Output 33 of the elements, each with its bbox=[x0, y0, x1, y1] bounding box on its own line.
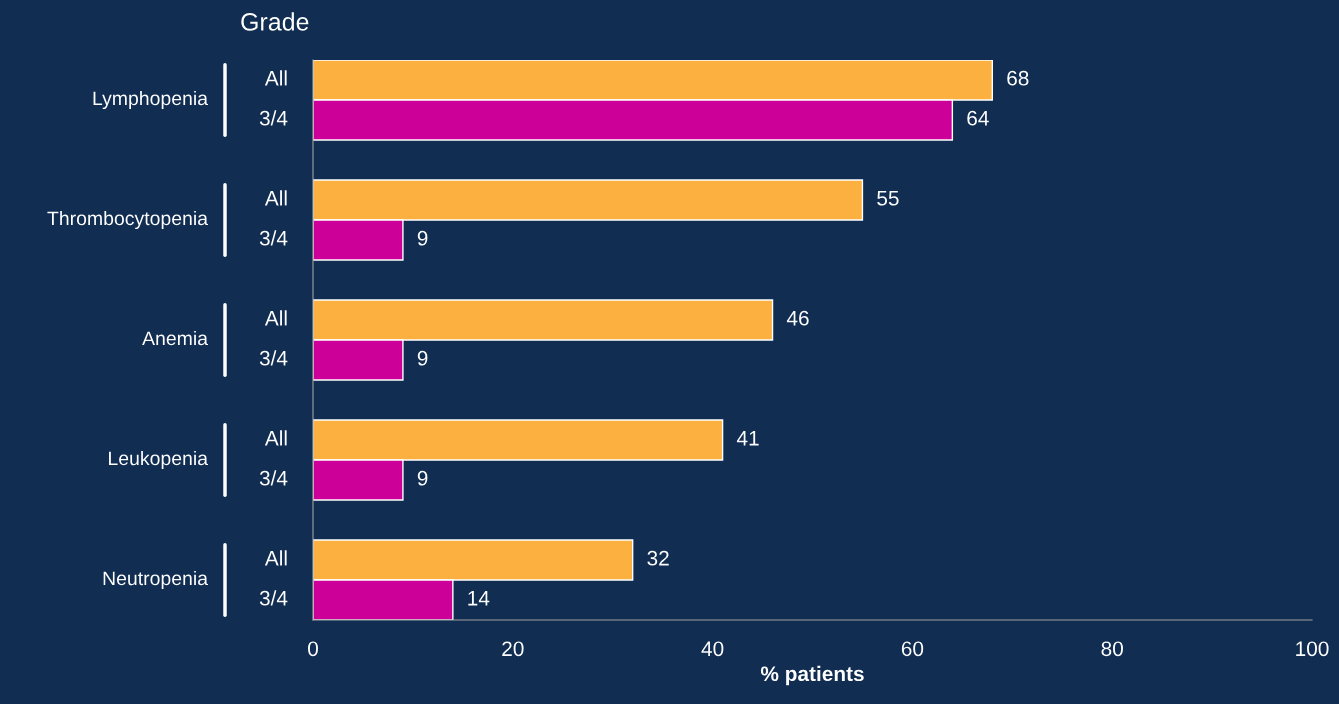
data-label: 9 bbox=[417, 470, 428, 486]
text: 3/4 bbox=[259, 230, 288, 246]
text: All bbox=[264, 310, 287, 326]
text: 3/4 bbox=[259, 470, 288, 486]
data-label: 14 bbox=[468, 591, 490, 606]
legend-title: Grade bbox=[241, 12, 309, 31]
data-label: 9 bbox=[417, 230, 428, 246]
text: All bbox=[264, 550, 287, 566]
data-label: 55 bbox=[877, 191, 899, 206]
series-label: 3/4 bbox=[259, 110, 288, 126]
text: All bbox=[264, 430, 287, 446]
data-label: 9 bbox=[417, 350, 428, 366]
x-tick-label: 20 bbox=[502, 641, 524, 657]
text: All bbox=[264, 190, 287, 206]
x-tick-label: 80 bbox=[1101, 641, 1123, 657]
data-label: 32 bbox=[647, 550, 669, 566]
data-label: 41 bbox=[736, 431, 759, 446]
data-label: 46 bbox=[786, 310, 809, 326]
y-tick-label: Leukopenia bbox=[109, 450, 209, 470]
y-tick-label: Anemia bbox=[142, 330, 208, 346]
data-label: 64 bbox=[967, 110, 989, 126]
text: 3/4 bbox=[259, 590, 288, 606]
x-tick-label: 100 bbox=[1296, 641, 1329, 657]
x-axis-title: % patients bbox=[760, 665, 864, 686]
x-tick-label: 60 bbox=[901, 641, 924, 657]
y-tick-label: Thrombocytopenia bbox=[47, 210, 209, 230]
y-tick-label: Neutropenia bbox=[103, 570, 209, 590]
x-tick-label: 40 bbox=[701, 641, 724, 657]
text: 3/4 bbox=[259, 350, 288, 366]
y-tick-label: Lymphopenia bbox=[93, 90, 209, 110]
data-label: 68 bbox=[1007, 70, 1029, 86]
series-label: All bbox=[264, 70, 287, 86]
x-tick-label: 0 bbox=[308, 641, 318, 657]
